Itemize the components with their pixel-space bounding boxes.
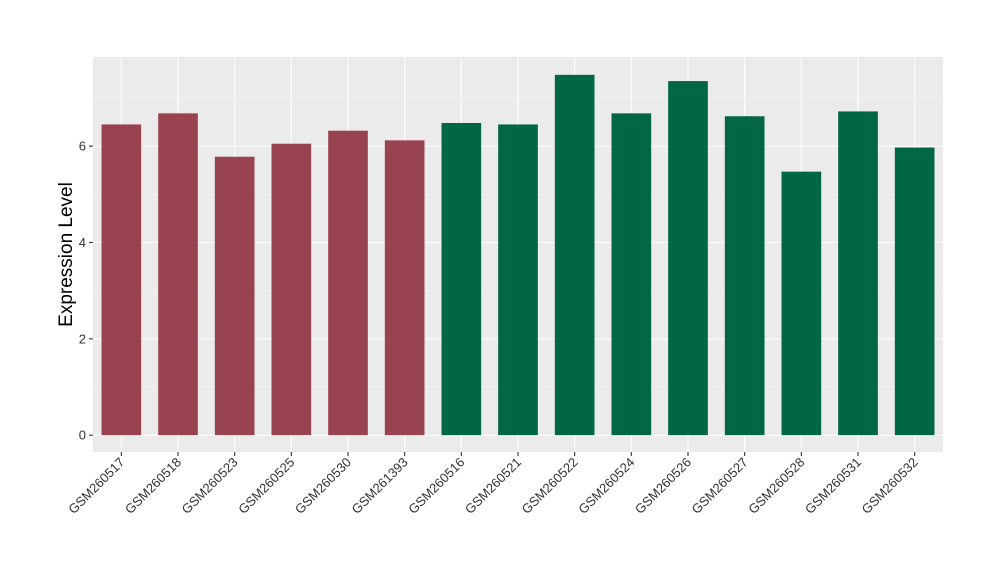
- bar: [384, 140, 425, 436]
- x-tick-label: GSM261393: [349, 455, 411, 517]
- x-tick-label: GSM260522: [519, 455, 581, 517]
- bar: [158, 113, 198, 436]
- x-tick-label: GSM260516: [405, 455, 467, 517]
- x-tick-label: GSM260517: [65, 455, 127, 517]
- bar: [554, 74, 595, 436]
- bar: [838, 111, 878, 436]
- y-tick-label: 6: [79, 139, 86, 154]
- x-tick-label: GSM260532: [859, 455, 921, 517]
- x-tick-label: GSM260530: [292, 455, 354, 517]
- x-tick-label: GSM260531: [802, 455, 864, 517]
- x-tick-label: GSM260524: [575, 455, 637, 517]
- bar: [328, 130, 368, 436]
- x-tick-label: GSM260523: [179, 455, 241, 517]
- y-tick-label: 0: [79, 428, 86, 443]
- bars: [101, 74, 935, 436]
- x-tick-label: GSM260525: [235, 455, 297, 517]
- x-tick-label: GSM260527: [689, 455, 751, 517]
- bar: [271, 143, 312, 436]
- bar: [611, 113, 652, 436]
- bar: [214, 156, 255, 436]
- bar: [894, 147, 935, 436]
- y-tick-label: 2: [79, 331, 86, 346]
- bar: [724, 116, 765, 436]
- x-tick-label: GSM260528: [745, 455, 807, 517]
- y-axis-title: Expression Level: [56, 182, 77, 327]
- bar: [781, 171, 822, 436]
- bar: [101, 124, 142, 436]
- x-tick-label: GSM260518: [122, 455, 184, 517]
- y-tick-label: 4: [79, 235, 86, 250]
- bar: [441, 122, 482, 436]
- bar: [668, 81, 708, 436]
- bar: [498, 124, 538, 436]
- x-tick-label: GSM260526: [632, 455, 694, 517]
- x-tick-label: GSM260521: [462, 455, 524, 517]
